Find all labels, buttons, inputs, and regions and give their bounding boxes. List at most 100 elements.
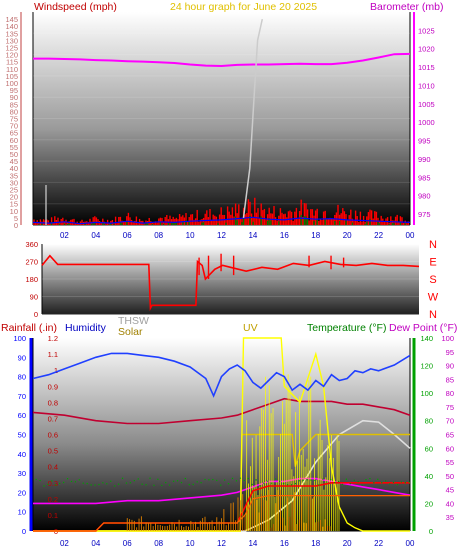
barometer-tick-label: 1025 [418, 26, 435, 35]
temperature-noise-dot [55, 484, 57, 486]
temperature-noise-dot [365, 479, 367, 481]
temperature-noise-dot [282, 482, 285, 485]
temp-tick-label: 80 [446, 389, 454, 398]
wind-tick-label: 90 [10, 93, 18, 102]
temperature-noise-dot [149, 477, 151, 479]
temperature-noise-dot [212, 478, 214, 481]
rain-tick-label: 0.1 [48, 511, 58, 520]
x-tick-label: 14 [248, 539, 257, 548]
temperature-label: Temperature (°F) [307, 322, 386, 334]
temperature-noise-dot [59, 482, 61, 485]
temperature-noise-dot [110, 480, 112, 482]
x-tick-label: 18 [311, 539, 320, 548]
temperature-noise-dot [388, 483, 391, 485]
temperature-noise-dot [353, 479, 355, 482]
temperature-noise-dot [392, 481, 395, 484]
temperature-noise-dot [243, 479, 245, 482]
temperature-noise-dot [247, 477, 249, 480]
temperature-noise-dot [373, 482, 375, 484]
x-tick-label: 06 [123, 539, 132, 548]
temperature-noise-dot [204, 478, 206, 481]
barometer-tick-label: 995 [418, 137, 431, 146]
x-tick-label: 16 [280, 539, 289, 548]
x-tick-label: 00 [406, 231, 415, 240]
humidity-tick-label: 90 [18, 353, 26, 362]
rain-tick-label: 0.3 [48, 479, 58, 488]
temperature-noise-dot [161, 484, 163, 487]
temperature-noise-dot [396, 483, 399, 486]
compass-label: N [429, 239, 437, 251]
barometer-tick-label: 1010 [418, 81, 435, 90]
temperature-noise-dot [278, 480, 281, 483]
temperature-noise-dot [208, 479, 210, 481]
wind-tick-label: 0 [14, 221, 18, 230]
temp-tick-label: 100 [441, 334, 454, 343]
x-tick-label: 16 [280, 231, 289, 240]
x-tick-label: 10 [186, 539, 195, 548]
wind-tick-label: 120 [5, 51, 18, 60]
temperature-noise-dot [318, 484, 320, 486]
temp-tick-label: 55 [446, 458, 454, 467]
x-tick-label: 02 [60, 231, 69, 240]
temperature-noise-dot [274, 478, 277, 480]
wind-tick-label: 85 [10, 100, 18, 109]
temperature-noise-dot [290, 484, 293, 486]
temp-tick-label: 80 [425, 417, 433, 426]
temperature-noise-dot [165, 481, 167, 484]
wind-tick-label: 40 [10, 164, 18, 173]
humidity-tick-label: 40 [18, 450, 26, 459]
temperature-noise-dot [137, 478, 139, 480]
x-tick-label: 22 [374, 539, 383, 548]
x-tick-label: 02 [60, 539, 69, 548]
temp-tick-label: 20 [425, 499, 433, 508]
temp-tick-label: 70 [446, 417, 454, 426]
compass-label: S [429, 274, 436, 286]
temperature-noise-dot [220, 484, 222, 486]
humidity-tick-label: 30 [18, 469, 26, 478]
humidity-tick-label: 60 [18, 411, 26, 420]
wind-tick-label: 80 [10, 107, 18, 116]
compass-label: N [429, 309, 437, 321]
rain-tick-label: 0.2 [48, 495, 58, 504]
tick-labels: 02 04 06 08 10 12 14 16 18 20 22 000510152025303540… [5, 15, 454, 548]
wind-tick-label: 125 [5, 44, 18, 53]
wind-tick-label: 95 [10, 86, 18, 95]
temperature-noise-dot [381, 481, 383, 484]
uv-label: UV [243, 322, 258, 334]
wind-tick-label: 70 [10, 122, 18, 131]
wind-tick-label: 45 [10, 157, 18, 166]
temp-tick-label: 90 [446, 362, 454, 371]
temp-tick-label: 120 [420, 362, 433, 371]
wind-panel-background [33, 12, 410, 225]
rain-tick-label: 0.5 [48, 447, 58, 456]
barometer-tick-label: 980 [418, 192, 431, 201]
temperature-noise-dot [35, 478, 37, 481]
wind-axis-label: Windspeed (mph) [34, 1, 117, 13]
humidity-tick-label: 20 [18, 488, 26, 497]
temperature-noise-dot [78, 479, 81, 481]
temperature-noise-dot [377, 478, 379, 481]
temperature-noise-dot [384, 480, 387, 482]
temperature-noise-dot [231, 477, 234, 480]
temperature-noise-dot [192, 483, 194, 486]
temperature-noise-dot [369, 477, 371, 480]
barometer-tick-label: 1015 [418, 63, 435, 72]
temperature-noise-dot [94, 484, 96, 486]
wind-tick-label: 100 [5, 79, 18, 88]
x-tick-label: 00 [406, 539, 415, 548]
wind-tick-label: 140 [5, 22, 18, 31]
temperature-noise-dot [294, 482, 297, 485]
humidity-tick-label: 10 [18, 508, 26, 517]
temp-tick-label: 60 [425, 444, 433, 453]
humidity-label: Humidity [65, 322, 107, 334]
temperature-noise-dot [157, 478, 159, 481]
wind-tick-label: 25 [10, 186, 18, 195]
x-tick-label: 20 [343, 231, 352, 240]
average-wind-line [32, 216, 411, 225]
temperature-noise-dot [286, 484, 289, 486]
temperature-noise-dot [153, 484, 155, 486]
barometer-line [33, 52, 411, 68]
humidity-tick-label: 100 [13, 334, 26, 343]
chart-title: 24 hour graph for June 20 2025 [170, 1, 317, 13]
compass-label: W [428, 292, 439, 304]
